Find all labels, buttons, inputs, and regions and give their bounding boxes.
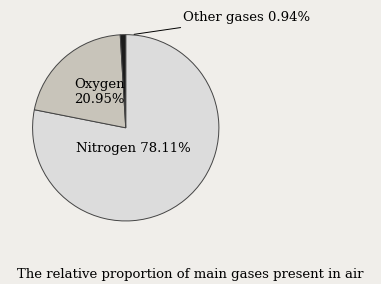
Text: Other gases 0.94%: Other gases 0.94% (134, 11, 311, 34)
Wedge shape (34, 35, 126, 128)
Text: Nitrogen 78.11%: Nitrogen 78.11% (76, 142, 190, 155)
Wedge shape (120, 35, 126, 128)
Text: The relative proportion of main gases present in air: The relative proportion of main gases pr… (17, 268, 364, 281)
Wedge shape (33, 35, 219, 221)
Text: Oxygen
20.95%: Oxygen 20.95% (74, 78, 125, 106)
